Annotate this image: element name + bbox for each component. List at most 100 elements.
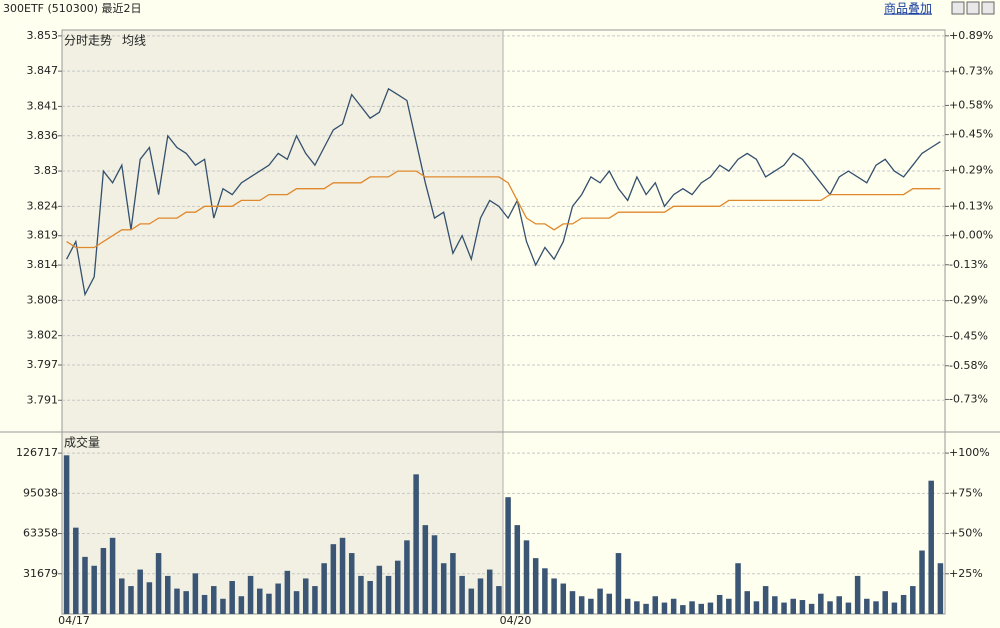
volume-bar — [73, 527, 79, 614]
volume-bar — [247, 575, 254, 614]
volume-bar — [165, 575, 171, 614]
y2-tick-label: -0.73% — [949, 392, 988, 405]
y-tick-label: 3.841 — [27, 99, 59, 112]
volume-bar — [670, 598, 677, 614]
x-tick-label: 04/20 — [500, 614, 532, 627]
volume-bar — [385, 575, 392, 614]
button[interactable] — [981, 1, 995, 15]
y-tick-label: 3.83 — [34, 164, 59, 177]
volume-bar — [827, 601, 833, 614]
volume-bar — [753, 601, 760, 614]
overlay-link[interactable]: 商品叠加 — [884, 1, 932, 16]
volume-bar — [643, 603, 649, 614]
volume-bar — [63, 455, 70, 614]
volume-bar — [891, 602, 898, 614]
y2-tick-label: +0.89% — [949, 29, 993, 42]
volume-bar — [367, 580, 373, 614]
nav-buttons[interactable] — [951, 1, 995, 15]
volume-bar — [293, 591, 300, 614]
volume-bar — [146, 582, 153, 614]
button[interactable] — [951, 1, 965, 15]
volume-bar — [560, 583, 567, 614]
plot-frame — [61, 29, 946, 615]
y-tick-label: 3.836 — [27, 129, 59, 142]
y2-tick-label: -0.13% — [949, 258, 988, 271]
volume-bar — [431, 535, 438, 614]
volume-bar — [937, 563, 944, 614]
volume-bar — [376, 565, 383, 614]
y-tick-label: 3.791 — [27, 393, 59, 406]
volume-bar — [413, 474, 419, 614]
y-tick-label: 3.814 — [27, 258, 59, 271]
price-line — [66, 87, 941, 297]
volume-bar — [615, 553, 622, 614]
volume-bar — [256, 588, 263, 614]
volume-bar — [799, 600, 806, 614]
y-tick-label: 3.797 — [27, 358, 59, 371]
volume-bar — [183, 591, 189, 614]
volume-bar — [532, 558, 539, 614]
y-tick-label: 3.824 — [27, 199, 59, 212]
volume-bar — [597, 588, 603, 614]
volume-bar — [82, 556, 88, 614]
volume-bar — [266, 593, 272, 614]
y2-tick-label: +0.73% — [949, 65, 993, 78]
volume-bar — [864, 598, 870, 614]
volume-bar — [91, 565, 97, 614]
previous-day-shade — [62, 30, 503, 614]
volume-bar — [109, 537, 116, 614]
button[interactable] — [966, 1, 980, 15]
volume-bar — [836, 596, 842, 614]
volume-bar — [689, 601, 695, 614]
volume-bar — [284, 570, 291, 614]
volume-bar — [330, 544, 337, 614]
volume-bar — [486, 569, 493, 614]
y2-tick-label: +0.58% — [949, 98, 993, 111]
volume-bar — [422, 525, 429, 614]
volume-bar — [716, 594, 723, 614]
volume-bar — [726, 598, 732, 614]
volume-bar — [312, 586, 318, 614]
volume-bar — [496, 586, 502, 614]
y2-tick-label: +0.00% — [949, 229, 993, 242]
volume-bar — [873, 601, 879, 614]
y2-tick-label: +50% — [949, 527, 983, 540]
volume-bar — [634, 601, 640, 614]
volume-bar — [100, 547, 107, 614]
y2-tick-label: +25% — [949, 567, 983, 580]
price-line — [66, 170, 941, 249]
y2-tick-label: +0.45% — [949, 128, 993, 141]
volume-bar — [588, 598, 594, 614]
volume-bar — [542, 568, 548, 614]
volume-bar — [707, 602, 714, 614]
volume-bar — [468, 588, 475, 614]
volume-bar — [578, 596, 585, 614]
volume-bar — [744, 591, 751, 614]
volume-bar — [735, 563, 741, 614]
volume-bar — [652, 596, 659, 614]
volume-bar — [808, 603, 815, 614]
volume-bar — [238, 596, 245, 614]
y-tick-label: 3.847 — [27, 64, 59, 77]
volume-bar — [119, 578, 125, 614]
volume-bar — [339, 537, 346, 614]
volume-bar — [275, 583, 281, 614]
volume-bar — [137, 569, 143, 614]
volume-bar — [790, 598, 796, 614]
volume-bar — [220, 598, 226, 614]
volume-bar — [459, 575, 465, 614]
volume-bar — [928, 480, 934, 614]
volume-bar — [358, 575, 364, 614]
volume-bar — [762, 586, 769, 614]
volume-bar — [514, 525, 521, 614]
y-tick-label: 63358 — [23, 527, 58, 540]
volume-bar — [919, 550, 925, 614]
volume-bar — [818, 593, 824, 614]
y2-tick-label: -0.29% — [949, 294, 988, 307]
y-tick-label: 126717 — [16, 446, 58, 459]
volume-bar — [845, 602, 852, 614]
volume-bar — [394, 560, 401, 614]
x-tick-label: 04/17 — [58, 614, 90, 627]
y-tick-label: 3.819 — [27, 229, 59, 242]
volume-bar — [661, 602, 668, 614]
